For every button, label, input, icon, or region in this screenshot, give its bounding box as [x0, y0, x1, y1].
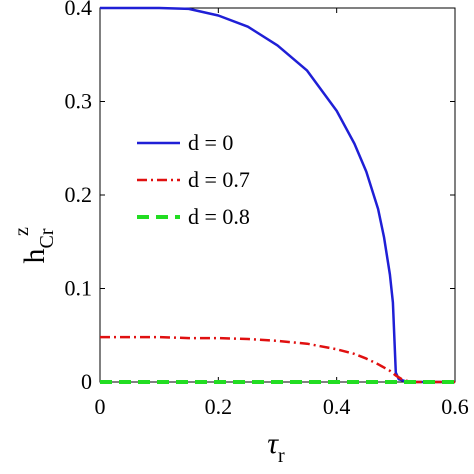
x-axis-symbol: τ — [267, 427, 279, 460]
series-layer — [100, 6, 455, 384]
axis-ticks — [99, 7, 456, 383]
y-axis-symbol: h — [18, 249, 51, 264]
x-axis-subscript: r — [278, 445, 285, 467]
y-tick-label: 0.3 — [65, 89, 93, 114]
x-tick-label: 0 — [95, 394, 106, 419]
series-line-1 — [100, 335, 455, 384]
legend: d = 0 d = 0.7 d = 0.8 — [137, 130, 250, 229]
x-axis-label: τr — [267, 427, 285, 467]
x-tick-label: 0.6 — [441, 394, 469, 419]
y-tick-labels: 0 0.1 0.2 0.3 0.4 — [65, 0, 93, 394]
y-tick-label: 0.2 — [65, 182, 93, 207]
x-tick-label: 0.4 — [323, 394, 351, 419]
x-tick-labels: 0 0.2 0.4 0.6 — [95, 394, 469, 419]
legend-label-2: d = 0.8 — [188, 204, 250, 229]
y-tick-label: 0 — [81, 369, 92, 394]
svg-text:z: z — [11, 227, 33, 236]
y-axis-label: hCr z — [11, 227, 58, 264]
legend-label-0: d = 0 — [188, 130, 233, 155]
svg-text:hCr: hCr — [18, 228, 58, 263]
legend-label-1: d = 0.7 — [188, 167, 250, 192]
y-axis-superscript: z — [11, 227, 33, 236]
series-line-0 — [100, 6, 455, 384]
x-tick-label: 0.2 — [205, 394, 233, 419]
y-tick-label: 0.4 — [65, 0, 93, 20]
y-axis-subscript: Cr — [36, 228, 58, 248]
plot-frame — [99, 7, 456, 383]
y-tick-label: 0.1 — [65, 276, 93, 301]
plot-area — [99, 6, 456, 384]
